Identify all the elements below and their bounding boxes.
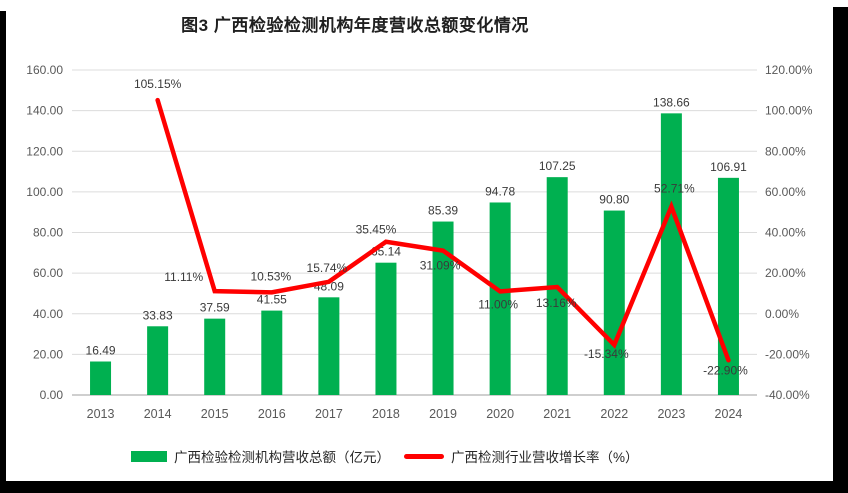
bar	[204, 318, 226, 395]
category-label: 2014	[144, 407, 172, 421]
legend-bar-swatch-icon	[131, 450, 167, 462]
legend-bar-label: 广西检验检测机构营收总额（亿元）	[174, 450, 390, 465]
category-label: 2020	[486, 407, 514, 421]
line-value-label: 10.53%	[250, 269, 291, 283]
left-axis-tick-label: 60.00	[33, 266, 63, 280]
bar	[261, 310, 283, 395]
line-value-label: 52.71%	[654, 182, 695, 196]
frame-left-edge	[0, 11, 6, 493]
bar-value-label: 94.78	[485, 184, 515, 198]
line-value-label: -22.90%	[703, 363, 748, 377]
right-axis-tick-label: 0.00%	[765, 307, 799, 321]
left-axis-tick-label: 140.00	[26, 104, 63, 118]
left-axis-tick-label: 80.00	[33, 226, 63, 240]
bar	[147, 326, 169, 395]
line-value-label: 31.09%	[420, 259, 461, 273]
category-label: 2015	[201, 407, 229, 421]
bar-value-label: 138.66	[653, 95, 690, 109]
category-label: 2024	[715, 407, 743, 421]
right-axis-tick-label: -40.00%	[765, 388, 810, 402]
category-label: 2018	[372, 407, 400, 421]
left-axis-tick-label: 120.00	[26, 144, 63, 158]
right-axis-tick-label: -20.00%	[765, 347, 810, 361]
category-label: 2013	[87, 407, 115, 421]
category-label: 2016	[258, 407, 286, 421]
right-axis-tick-label: 60.00%	[765, 185, 806, 199]
legend-line-swatch-icon	[404, 453, 444, 459]
bar	[603, 210, 625, 395]
line-value-label: 11.11%	[164, 270, 203, 284]
bar-value-label: 33.83	[143, 308, 173, 322]
right-axis-tick-label: 100.00%	[765, 104, 813, 118]
growth-line	[155, 97, 731, 363]
right-axis-tick-label: 120.00%	[765, 63, 813, 77]
bar-value-label: 106.91	[710, 160, 747, 174]
left-axis-tick-label: 40.00	[33, 307, 63, 321]
chart-title: 图3 广西检验检测机构年度营收总额变化情况	[181, 16, 529, 35]
bar-value-label: 37.59	[200, 301, 230, 315]
right-axis-tick-label: 20.00%	[765, 266, 806, 280]
bar	[432, 221, 454, 395]
legend-line-label: 广西检测行业营收增长率（%）	[451, 450, 639, 465]
bar-value-label: 90.80	[599, 193, 629, 207]
bar-value-label: 16.49	[86, 344, 116, 358]
frame-bottom-edge	[0, 481, 848, 493]
bar	[660, 113, 682, 396]
bar-value-label: 41.55	[257, 293, 287, 307]
line-value-label: 11.00%	[478, 297, 518, 311]
bar	[90, 361, 112, 395]
bar-value-label: 107.25	[539, 159, 576, 173]
category-label: 2019	[429, 407, 457, 421]
line-value-label: 35.45%	[356, 223, 397, 237]
bar	[318, 297, 340, 395]
frame-right-edge	[833, 7, 848, 493]
category-label: 2017	[315, 407, 343, 421]
right-axis-tick-label: 80.00%	[765, 144, 806, 158]
left-axis-tick-label: 100.00	[26, 185, 63, 199]
left-axis-tick-label: 160.00	[26, 63, 63, 77]
line-value-label: 13.16%	[536, 296, 577, 310]
category-label: 2021	[543, 407, 571, 421]
category-label: 2023	[657, 407, 685, 421]
category-label: 2022	[600, 407, 628, 421]
line-value-label: 105.15%	[134, 77, 182, 91]
right-axis-tick-label: 40.00%	[765, 226, 806, 240]
bar-value-label: 85.39	[428, 204, 458, 218]
left-axis-tick-label: 0.00	[40, 388, 64, 402]
bar	[489, 202, 511, 395]
line-value-label: -15.34%	[584, 347, 629, 361]
left-axis-tick-label: 20.00	[33, 347, 63, 361]
line-value-label: 15.74%	[307, 261, 348, 275]
legend: 广西检验检测机构营收总额（亿元） 广西检测行业营收增长率（%）	[131, 446, 639, 466]
bar	[375, 262, 397, 395]
